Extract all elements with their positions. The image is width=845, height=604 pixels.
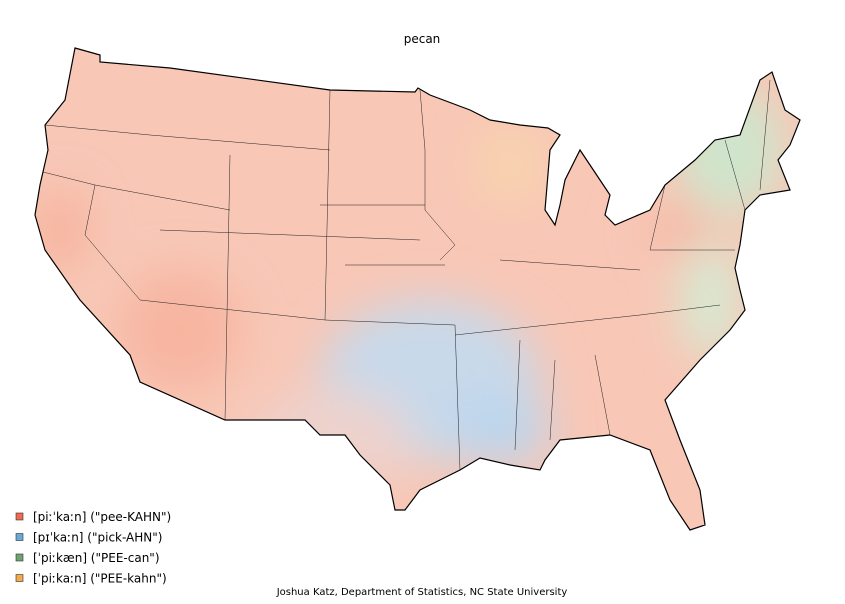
legend-swatch	[15, 533, 24, 541]
legend-swatch	[15, 553, 24, 562]
legend-swatch	[15, 574, 24, 582]
legend: [piːˈkaːn] ("pee-KAHN") [pɪˈkaːn] ("pick-…	[15, 510, 171, 586]
map-title: pecan	[404, 32, 441, 46]
legend-label: [piːˈkaːn] ("pee-KAHN")	[33, 510, 171, 524]
credit: Joshua Katz, Department of Statistics, N…	[276, 587, 568, 598]
legend-swatch	[15, 512, 24, 521]
legend-label: [ˈpiːkæn] ("PEE-can")	[33, 551, 160, 565]
legend-label: [ˈpiːkaːn] ("PEE-kahn")	[33, 572, 167, 586]
legend-label: [pɪˈkaːn] ("pick-AHN")	[33, 531, 162, 545]
